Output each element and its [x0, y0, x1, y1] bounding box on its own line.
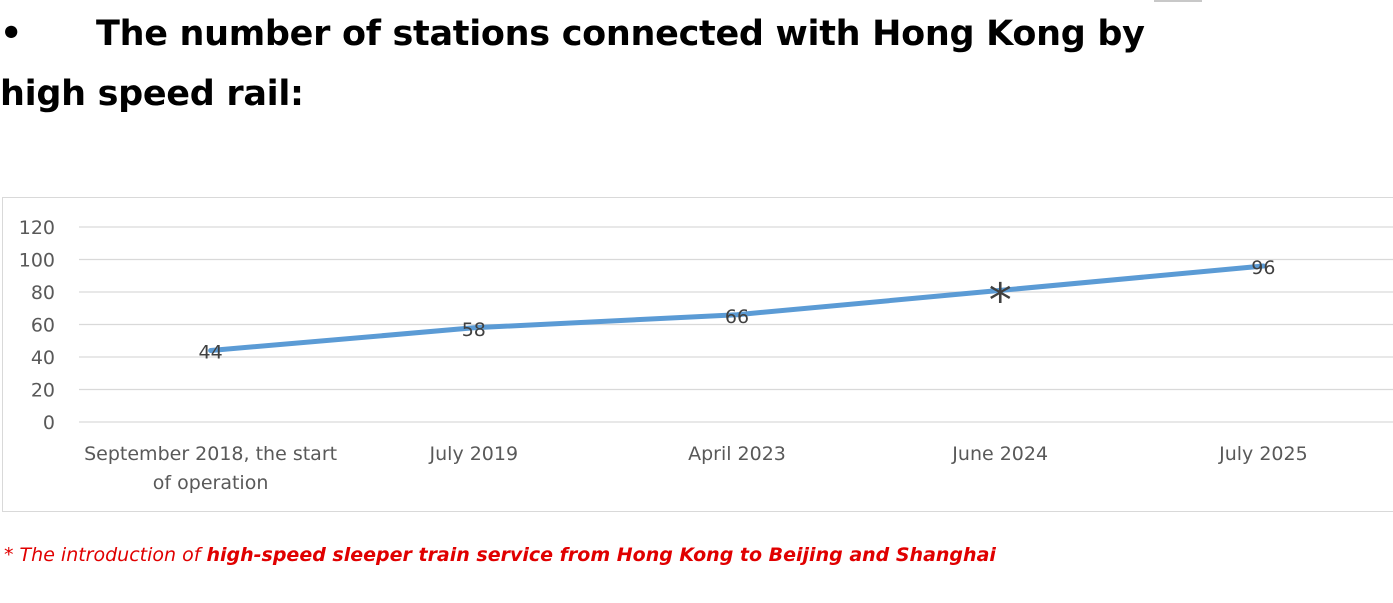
page-title-text: The number of stations connected with Ho… [0, 14, 1145, 114]
footnote-emphasis: high-speed sleeper train service from Ho… [206, 544, 996, 566]
y-tick-label-20: 20 [31, 380, 55, 402]
y-tick-label-0: 0 [43, 412, 55, 434]
x-tick-label-2-0: April 2023 [688, 443, 786, 465]
y-tick-label-100: 100 [19, 250, 55, 272]
x-tick-label-0-1: of operation [153, 472, 269, 494]
x-tick-label-4-0: July 2025 [1218, 443, 1308, 465]
chart-frame: 0 20 40 60 80 100 120 September 2018, the star… [2, 197, 1393, 512]
page-title: • The number of stations connected with H… [0, 4, 1200, 124]
data-label-1: 58 [462, 319, 486, 341]
y-tick-label-40: 40 [31, 347, 55, 369]
footnote-prefix: * The introduction of [4, 544, 207, 566]
line-chart: 0 20 40 60 80 100 120 September 2018, the star… [19, 217, 1393, 494]
x-axis-ticks: September 2018, the start of operation Jul… [84, 443, 1308, 494]
x-tick-label-3-0: June 2024 [951, 443, 1048, 465]
series [208, 263, 1266, 353]
data-label-0: 44 [199, 342, 223, 364]
bullet: • [0, 14, 23, 54]
data-labels: 44 58 66 * 96 [199, 257, 1276, 364]
data-label-4: 96 [1251, 257, 1275, 279]
corner-mark [1154, 0, 1202, 2]
y-axis-ticks: 0 20 40 60 80 100 120 [19, 217, 55, 434]
gridlines [79, 226, 1393, 423]
y-tick-label-60: 60 [31, 315, 55, 337]
data-label-2: 66 [725, 306, 749, 328]
y-tick-label-80: 80 [31, 282, 55, 304]
x-tick-label-0-0: September 2018, the start [84, 443, 337, 465]
x-tick-label-1-0: July 2019 [429, 443, 519, 465]
y-tick-label-120: 120 [19, 217, 55, 239]
footnote: * The introduction of high-speed sleeper… [4, 544, 996, 566]
asterisk-marker: * [989, 273, 1012, 327]
